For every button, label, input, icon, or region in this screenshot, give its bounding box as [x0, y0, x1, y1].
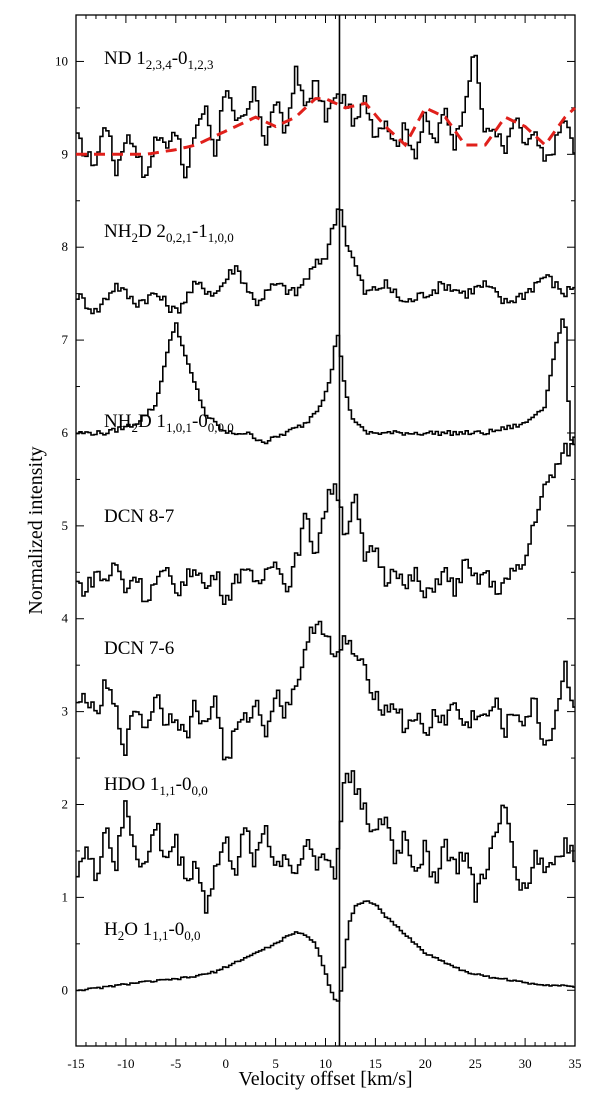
x-tick-label: 10 — [319, 1056, 332, 1071]
label-text: H — [104, 919, 118, 940]
label-text: -0 — [168, 919, 184, 940]
spectrum-trace — [76, 54, 575, 179]
spectral-traces — [76, 54, 577, 1002]
x-tick-label: -15 — [67, 1056, 84, 1071]
label-text: D 1 — [138, 411, 166, 432]
series-label: ND 12,3,4-01,2,3 — [104, 48, 214, 72]
x-tick-label: 5 — [272, 1056, 279, 1071]
label-subscript: 2 — [118, 928, 125, 943]
label-text: HDO 1 — [104, 774, 159, 795]
y-tick-label: 7 — [62, 332, 69, 347]
label-text: -0 — [192, 411, 208, 432]
x-tick-label: 30 — [519, 1056, 532, 1071]
series-label: DCN 7-6 — [104, 638, 174, 659]
label-subscript: 0,2,1 — [166, 230, 192, 245]
label-subscript: 1,0,0 — [208, 230, 234, 245]
y-tick-label: 9 — [62, 146, 69, 161]
series-label: NH2D 11,0,1-00,0,0 — [104, 411, 234, 435]
y-tick-label: 3 — [62, 704, 69, 719]
label-text: -1 — [192, 221, 208, 242]
spectrum-trace — [76, 318, 575, 446]
x-axis-title: Velocity offset [km/s] — [238, 1068, 412, 1090]
series-label: H2O 11,1-00,0 — [104, 919, 201, 943]
spectrum-trace — [76, 620, 575, 761]
x-tick-label: 0 — [222, 1056, 229, 1071]
y-tick-label: 6 — [62, 425, 69, 440]
spectrum-trace — [76, 770, 575, 914]
series-label: HDO 11,1-00,0 — [104, 774, 208, 798]
label-text: DCN 7-6 — [104, 638, 174, 659]
spectrum-trace — [76, 208, 575, 315]
x-tick-label: 15 — [369, 1056, 382, 1071]
x-tick-label: 35 — [569, 1056, 582, 1071]
label-text: D 2 — [138, 221, 166, 242]
series-label: DCN 8-7 — [104, 506, 174, 527]
y-axis-title: Normalized intensity — [25, 446, 47, 614]
y-tick-label: 5 — [62, 518, 69, 533]
axis-ticks: -15 -10 -5 0 5 10 15 20 25 30 35 0 1 2 3 4 5 6 7 8 9 10 — [55, 15, 582, 1071]
label-subscript: 1,1 — [152, 928, 168, 943]
y-tick-label: 2 — [62, 797, 69, 812]
series-label: NH2D 20,2,1-11,0,0 — [104, 221, 234, 245]
label-subscript: 0,0 — [184, 928, 200, 943]
label-subscript: 2 — [131, 420, 138, 435]
x-tick-label: 20 — [419, 1056, 432, 1071]
x-tick-label: 25 — [469, 1056, 482, 1071]
label-subscript: 1,1 — [159, 783, 175, 798]
label-text: -0 — [176, 774, 192, 795]
model-fit-curve — [76, 97, 577, 156]
label-subscript: 0,0 — [192, 783, 208, 798]
label-subscript: 1,2,3 — [188, 57, 214, 72]
spectrum-trace — [76, 436, 575, 605]
y-tick-label: 4 — [62, 611, 69, 626]
label-text: DCN 8-7 — [104, 506, 174, 527]
x-tick-label: -10 — [117, 1056, 134, 1071]
label-subscript: 1,0,1 — [166, 420, 192, 435]
y-tick-label: 10 — [55, 53, 68, 68]
label-text: O 1 — [124, 919, 152, 940]
label-text: NH — [104, 221, 132, 242]
y-tick-label: 0 — [62, 982, 69, 997]
y-tick-label: 8 — [62, 239, 69, 254]
plot-border — [75, 14, 576, 1047]
label-subscript: 2,3,4 — [146, 57, 173, 72]
label-text: NH — [104, 411, 132, 432]
x-tick-label: -5 — [170, 1056, 181, 1071]
label-text: ND 1 — [104, 48, 146, 69]
y-tick-label: 1 — [62, 889, 69, 904]
label-subscript: 0,0,0 — [208, 420, 234, 435]
label-text: -0 — [172, 48, 188, 69]
plot-frame — [75, 14, 576, 1047]
spectrum-trace — [76, 900, 575, 1002]
label-subscript: 2 — [131, 230, 138, 245]
